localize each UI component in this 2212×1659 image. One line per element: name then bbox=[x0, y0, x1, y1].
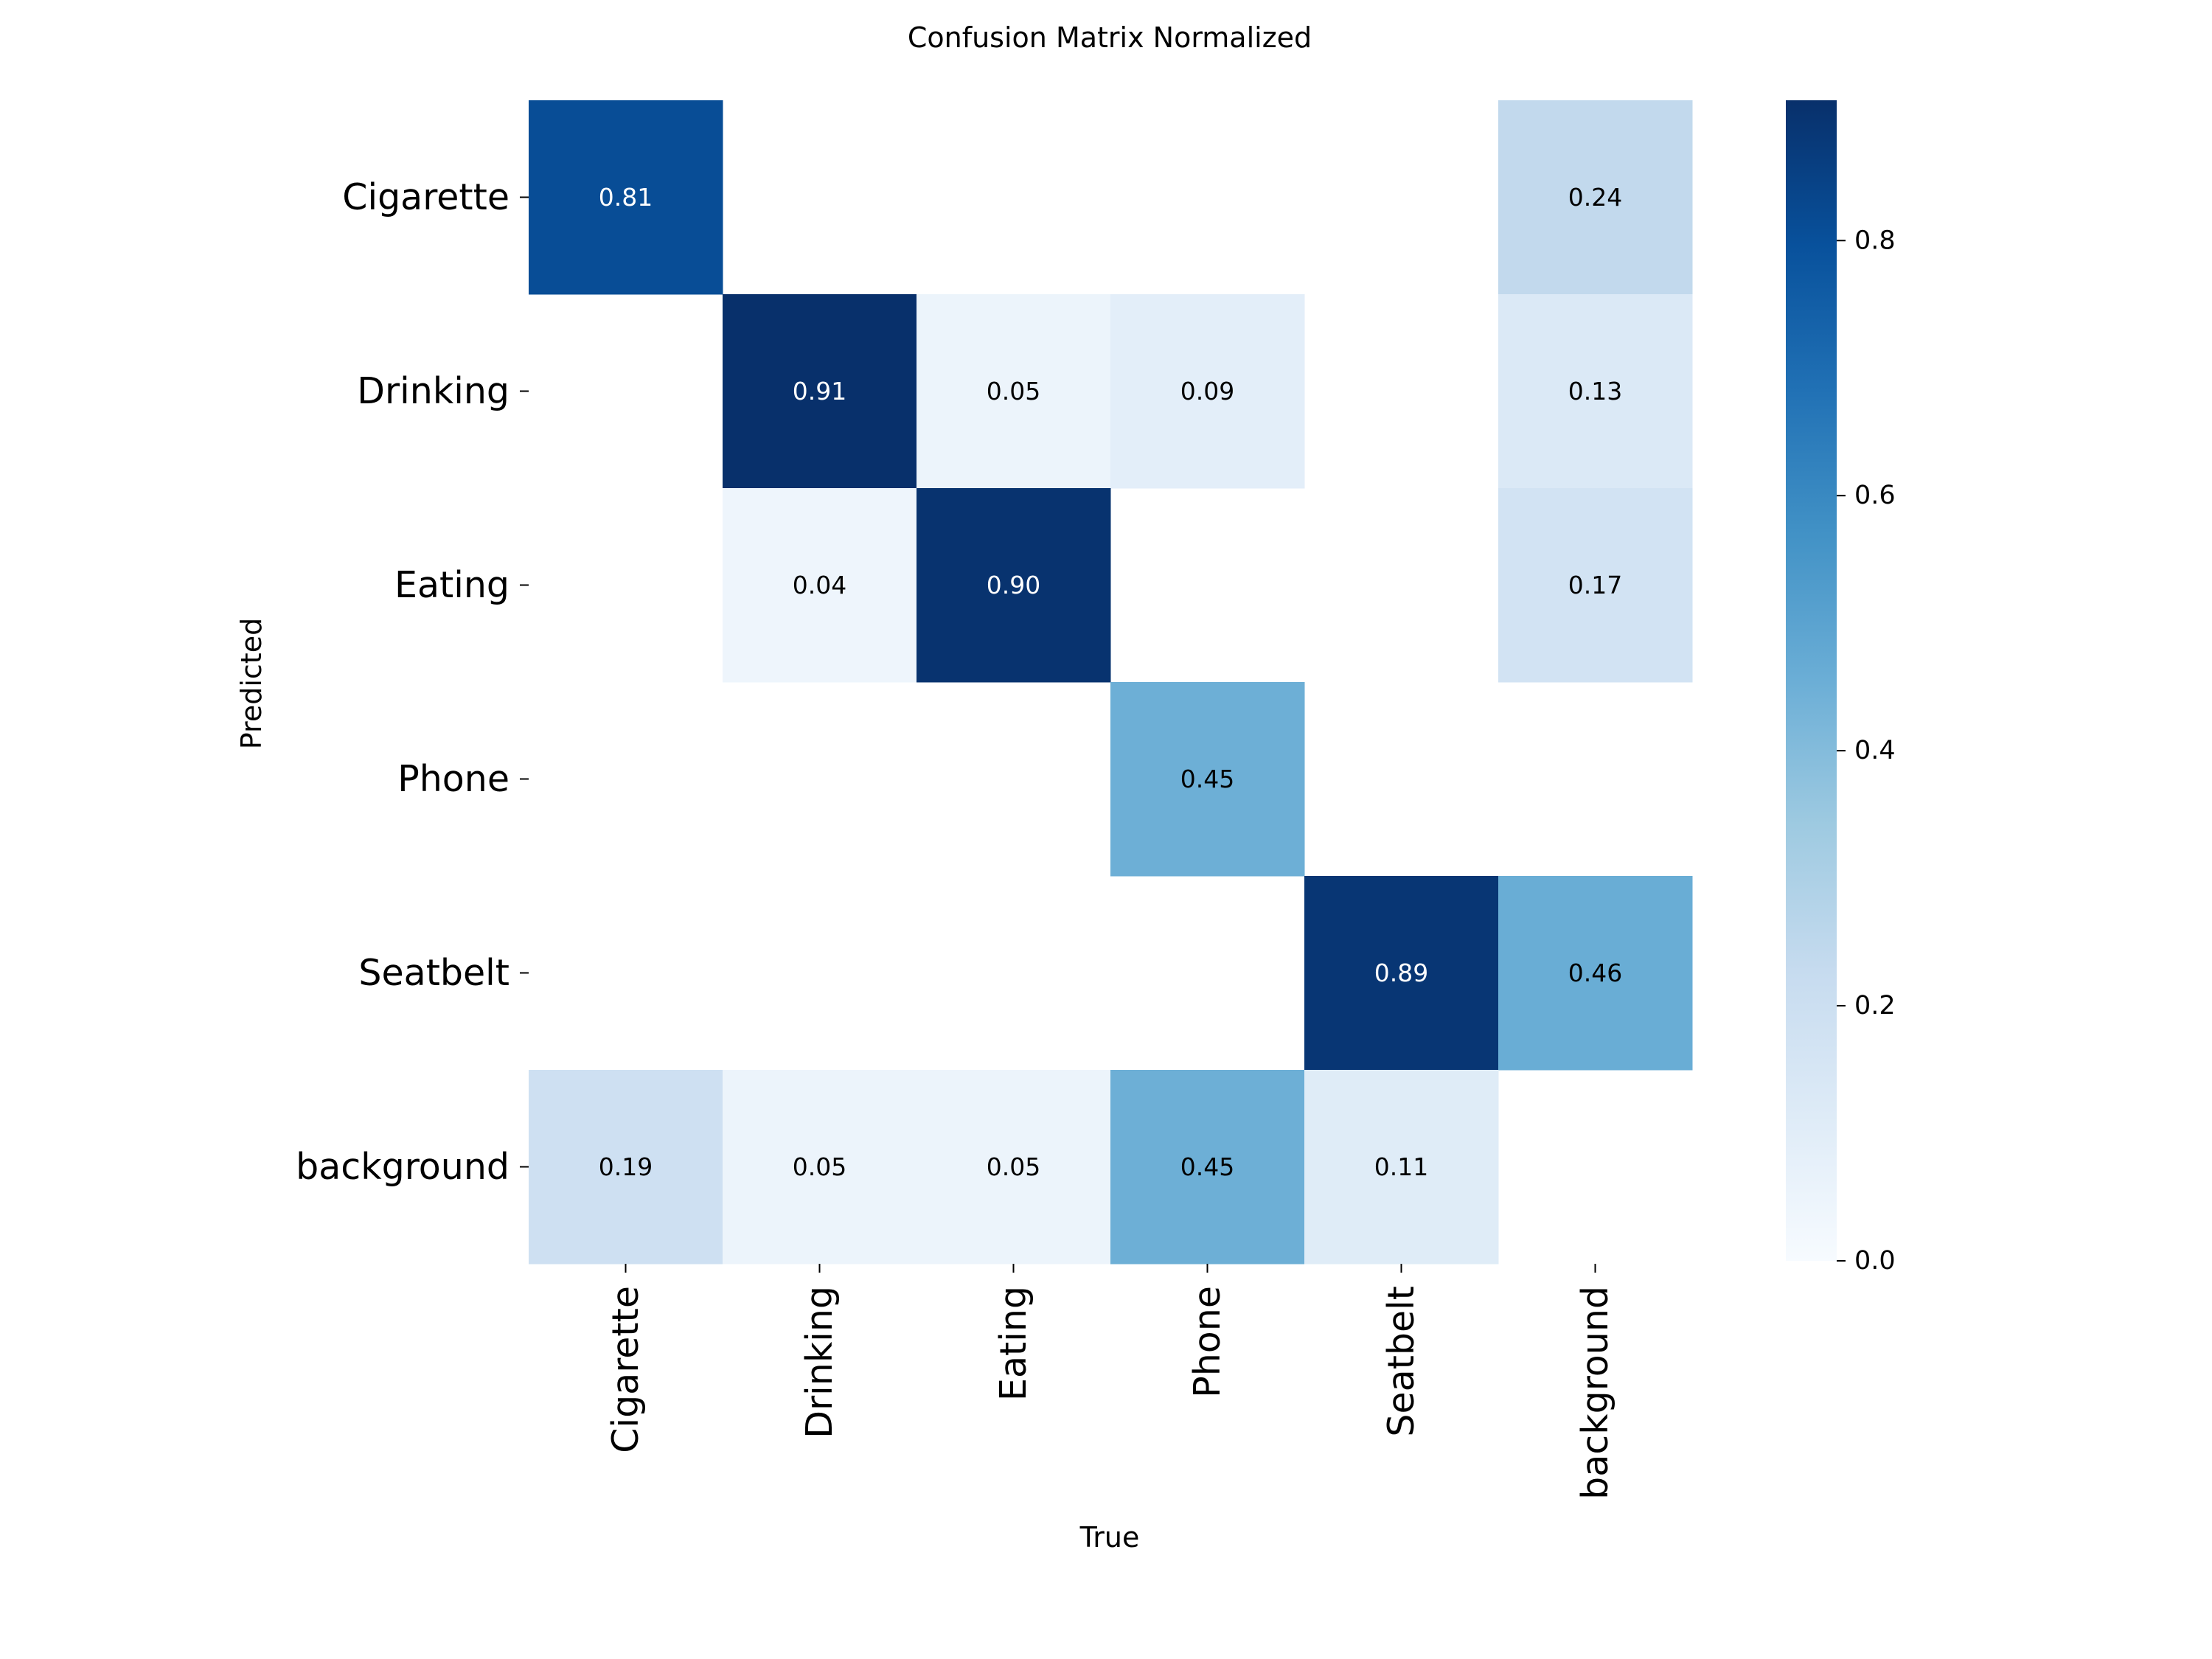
x-tick-label: Seatbelt bbox=[1380, 1286, 1422, 1437]
colorbar-gradient bbox=[1786, 100, 1837, 1261]
colorbar-tick-label: 0.6 bbox=[1854, 481, 1896, 510]
chart-title: Confusion Matrix Normalized bbox=[908, 21, 1312, 54]
x-tick-label: background bbox=[1574, 1286, 1616, 1500]
heatmap-cell bbox=[917, 294, 1111, 489]
heatmap-cell bbox=[529, 1070, 723, 1265]
heatmap-cell bbox=[723, 488, 917, 683]
heatmap-cells bbox=[529, 100, 1693, 1265]
heatmap-cell bbox=[1498, 488, 1693, 683]
cell-value-label: 0.05 bbox=[793, 1152, 846, 1181]
cell-value-label: 0.13 bbox=[1568, 377, 1622, 406]
x-tick-label: Cigarette bbox=[605, 1286, 647, 1453]
colorbar-tick-label: 0.8 bbox=[1854, 226, 1896, 255]
heatmap-cell bbox=[1110, 1070, 1305, 1265]
heatmap-cell bbox=[1498, 876, 1693, 1071]
cell-value-label: 0.19 bbox=[599, 1152, 653, 1181]
colorbar-tick-label: 0.2 bbox=[1854, 991, 1896, 1020]
cell-value-label: 0.45 bbox=[1180, 1152, 1234, 1181]
cell-value-label: 0.09 bbox=[1180, 377, 1234, 406]
cell-value-label: 0.24 bbox=[1568, 183, 1622, 212]
y-tick-label: Phone bbox=[397, 758, 509, 800]
y-axis-label: Predicted bbox=[235, 618, 268, 749]
colorbar-tick-label: 0.0 bbox=[1854, 1246, 1896, 1276]
heatmap-cell bbox=[1498, 294, 1693, 489]
cell-value-label: 0.17 bbox=[1568, 571, 1622, 599]
heatmap-cell bbox=[1110, 682, 1305, 877]
heatmap-cell bbox=[1498, 100, 1693, 295]
x-axis-label: True bbox=[1079, 1521, 1140, 1554]
x-tick-label: Drinking bbox=[799, 1286, 841, 1439]
x-tick-label: Phone bbox=[1186, 1286, 1228, 1398]
y-tick-label: Eating bbox=[394, 564, 509, 606]
cell-value-label: 0.91 bbox=[793, 377, 846, 406]
heatmap-cell bbox=[1304, 876, 1499, 1071]
cell-value-label: 0.11 bbox=[1374, 1152, 1428, 1181]
colorbar-tick-label: 0.4 bbox=[1854, 736, 1896, 765]
heatmap-cell-labels: 0.81 0.24 0.91 0.05 0.09 0.13 0.04 0.90 0.17 0.45… bbox=[599, 183, 1622, 1181]
cell-value-label: 0.04 bbox=[793, 571, 846, 599]
y-axis-ticks: Cigarette Drinking Eating Phone Seatbelt back… bbox=[296, 176, 529, 1188]
cell-value-label: 0.81 bbox=[599, 183, 653, 212]
colorbar: 0.0 0.2 0.4 0.6 0.8 bbox=[1786, 100, 1896, 1276]
heatmap-cell bbox=[917, 1070, 1111, 1265]
cell-value-label: 0.89 bbox=[1374, 959, 1428, 987]
y-tick-label: Drinking bbox=[357, 370, 509, 412]
y-tick-label: Cigarette bbox=[342, 176, 509, 218]
heatmap-cell bbox=[529, 100, 723, 295]
heatmap-cell bbox=[1304, 1070, 1499, 1265]
heatmap-cell bbox=[723, 1070, 917, 1265]
heatmap-cell bbox=[1110, 294, 1305, 489]
cell-value-label: 0.90 bbox=[987, 571, 1040, 599]
x-tick-label: Eating bbox=[992, 1286, 1034, 1401]
y-tick-label: Seatbelt bbox=[358, 952, 509, 994]
cell-value-label: 0.46 bbox=[1568, 959, 1622, 987]
x-axis-ticks: Cigarette Drinking Eating Phone Seatbelt back… bbox=[605, 1264, 1616, 1500]
cell-value-label: 0.05 bbox=[987, 1152, 1040, 1181]
cell-value-label: 0.05 bbox=[987, 377, 1040, 406]
y-tick-label: background bbox=[296, 1146, 509, 1188]
colorbar-ticks: 0.0 0.2 0.4 0.6 0.8 bbox=[1837, 226, 1896, 1276]
heatmap-cell bbox=[917, 488, 1111, 683]
cell-value-label: 0.45 bbox=[1180, 765, 1234, 793]
heatmap-cell bbox=[723, 294, 917, 489]
